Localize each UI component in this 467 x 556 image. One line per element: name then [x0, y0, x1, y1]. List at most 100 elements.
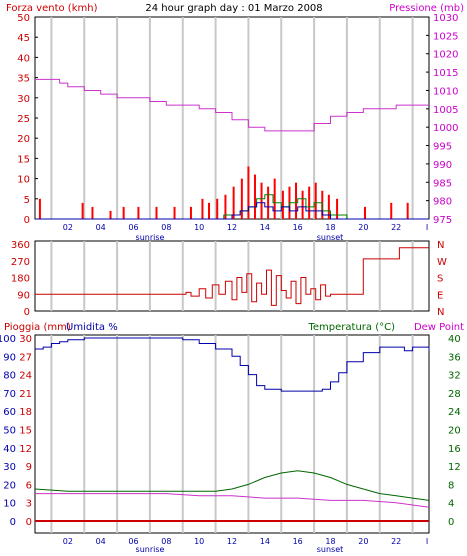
- average-wind-line: [35, 202, 429, 220]
- hour-tick-label: 06: [128, 223, 138, 232]
- wind-direction-line: [35, 247, 429, 306]
- temperature-tick-label: 36: [448, 352, 461, 363]
- wind-pressure-lines: [35, 78, 429, 220]
- humidity-axis-title: Umidita %: [66, 322, 118, 333]
- wind-direction-plot-frame: [34, 240, 430, 312]
- wind-speed-tick-label: 5: [24, 195, 30, 206]
- dewpoint-axis-title: Dew Point: [414, 322, 464, 333]
- pressure-tick-label: 1005: [433, 105, 458, 116]
- pressure-tick-label: 1015: [433, 68, 458, 79]
- hour-tick-label: 18: [325, 537, 335, 546]
- humidity-temperature-lines: [34, 337, 430, 522]
- hour-tick-label: 16: [293, 537, 303, 546]
- rain-tick-label: 12: [19, 444, 32, 455]
- hour-tick-label: 04: [96, 537, 106, 546]
- compass-label: S: [437, 274, 443, 285]
- wind-speed-tick-label: 15: [17, 154, 30, 165]
- hour-tick-label: 08: [161, 223, 171, 232]
- hour-tick-label: 02: [63, 537, 73, 546]
- pressure-tick-label: 1025: [433, 31, 458, 42]
- pressure-tick-label: 1000: [433, 123, 458, 134]
- humidity-tick-label: 60: [3, 407, 16, 418]
- pressure-line: [35, 78, 429, 132]
- wind-axis-title: Forza vento (kmh): [6, 3, 98, 14]
- humidity-tick-label: 20: [3, 480, 16, 491]
- temperature-tick-label: 4: [448, 499, 454, 510]
- rain-humidity-x-axis: 02 04 06 08 10 12 14 16 18 20 22 I: [63, 537, 428, 546]
- rain-tick-label: 18: [19, 407, 32, 418]
- rain-humidity-plot-frame: [34, 334, 430, 534]
- wind-speed-tick-label: 0: [24, 215, 30, 226]
- temperature-tick-label: 12: [448, 462, 461, 473]
- hour-tick-label: 12: [227, 223, 237, 232]
- direction-tick-label: 90: [17, 290, 30, 301]
- rain-tick-label: 24: [19, 371, 32, 382]
- wind-speed-tick-label: 50: [17, 13, 30, 24]
- pressure-tick-label: 1020: [433, 50, 458, 61]
- graph-title: 24 hour graph day : 01 Marzo 2008: [145, 3, 322, 14]
- hour-tick-label: 06: [128, 537, 138, 546]
- hour-tick-label: 18: [325, 223, 335, 232]
- temperature-tick-label: 32: [448, 371, 461, 382]
- wind-speed-tick-label: 40: [17, 53, 30, 64]
- humidity-line: [35, 337, 430, 392]
- direction-tick-label: 0: [24, 307, 30, 318]
- pressure-tick-label: 995: [433, 142, 452, 153]
- humidity-tick-label: 40: [3, 444, 16, 455]
- hour-tick-label: 12: [227, 537, 237, 546]
- pressure-tick-label: 985: [433, 178, 452, 189]
- hour-tick-label: I: [426, 223, 428, 232]
- temperature-tick-label: 28: [448, 389, 461, 400]
- rain-tick-label: 3: [26, 499, 32, 510]
- humidity-tick-label: 80: [3, 371, 16, 382]
- sunset-marker-bottom: sunset: [317, 545, 344, 554]
- pressure-axis-title: Pressione (mb): [389, 3, 464, 14]
- rain-tick-label: 21: [19, 389, 32, 400]
- temperature-line: [34, 470, 430, 501]
- temperature-tick-label: 20: [448, 426, 461, 437]
- hour-tick-label: 02: [63, 223, 73, 232]
- rain-tick-label: 27: [19, 352, 32, 363]
- compass-label: W: [437, 257, 447, 268]
- rain-tick-label: 30: [19, 334, 32, 345]
- rain-axis-title: Pioggia (mm): [4, 322, 71, 333]
- humidity-tick-label: 90: [3, 352, 16, 363]
- wind-pressure-x-axis: 02 04 06 08 10 12 14 16 18 20 22 I: [63, 223, 428, 232]
- humidity-tick-label: 50: [3, 426, 16, 437]
- hour-tick-label: 20: [358, 223, 368, 232]
- temperature-tick-label: 0: [448, 517, 454, 528]
- wind-speed-tick-label: 35: [17, 74, 30, 85]
- temperature-tick-label: 40: [448, 334, 461, 345]
- sunset-marker-top: sunset: [317, 233, 344, 242]
- pressure-tick-label: 1030: [433, 13, 458, 24]
- hour-tick-label: 14: [260, 223, 270, 232]
- rain-tick-label: 6: [26, 480, 32, 491]
- direction-tick-label: 180: [11, 274, 30, 285]
- hour-tick-label: 14: [260, 537, 270, 546]
- hour-tick-label: 22: [391, 223, 401, 232]
- wind-speed-tick-label: 45: [17, 33, 30, 44]
- rain-tick-label: 9: [26, 462, 32, 473]
- hour-tick-label: 10: [194, 537, 204, 546]
- wind-speed-tick-label: 30: [17, 94, 30, 105]
- direction-tick-label: 270: [11, 257, 30, 268]
- direction-tick-label: 360: [11, 240, 30, 251]
- rain-tick-label: 0: [26, 517, 32, 528]
- humidity-tick-label: 0: [10, 517, 16, 528]
- pressure-tick-label: 980: [433, 197, 452, 208]
- wind-direction-line: [35, 247, 429, 306]
- sunrise-marker-bottom: sunrise: [136, 545, 165, 554]
- dewpoint-line: [35, 493, 430, 508]
- rain-tick-label: 15: [19, 426, 32, 437]
- hour-tick-label: 16: [293, 223, 303, 232]
- compass-label: E: [437, 290, 443, 301]
- hour-tick-label: 04: [96, 223, 106, 232]
- wind-speed-tick-label: 10: [17, 175, 30, 186]
